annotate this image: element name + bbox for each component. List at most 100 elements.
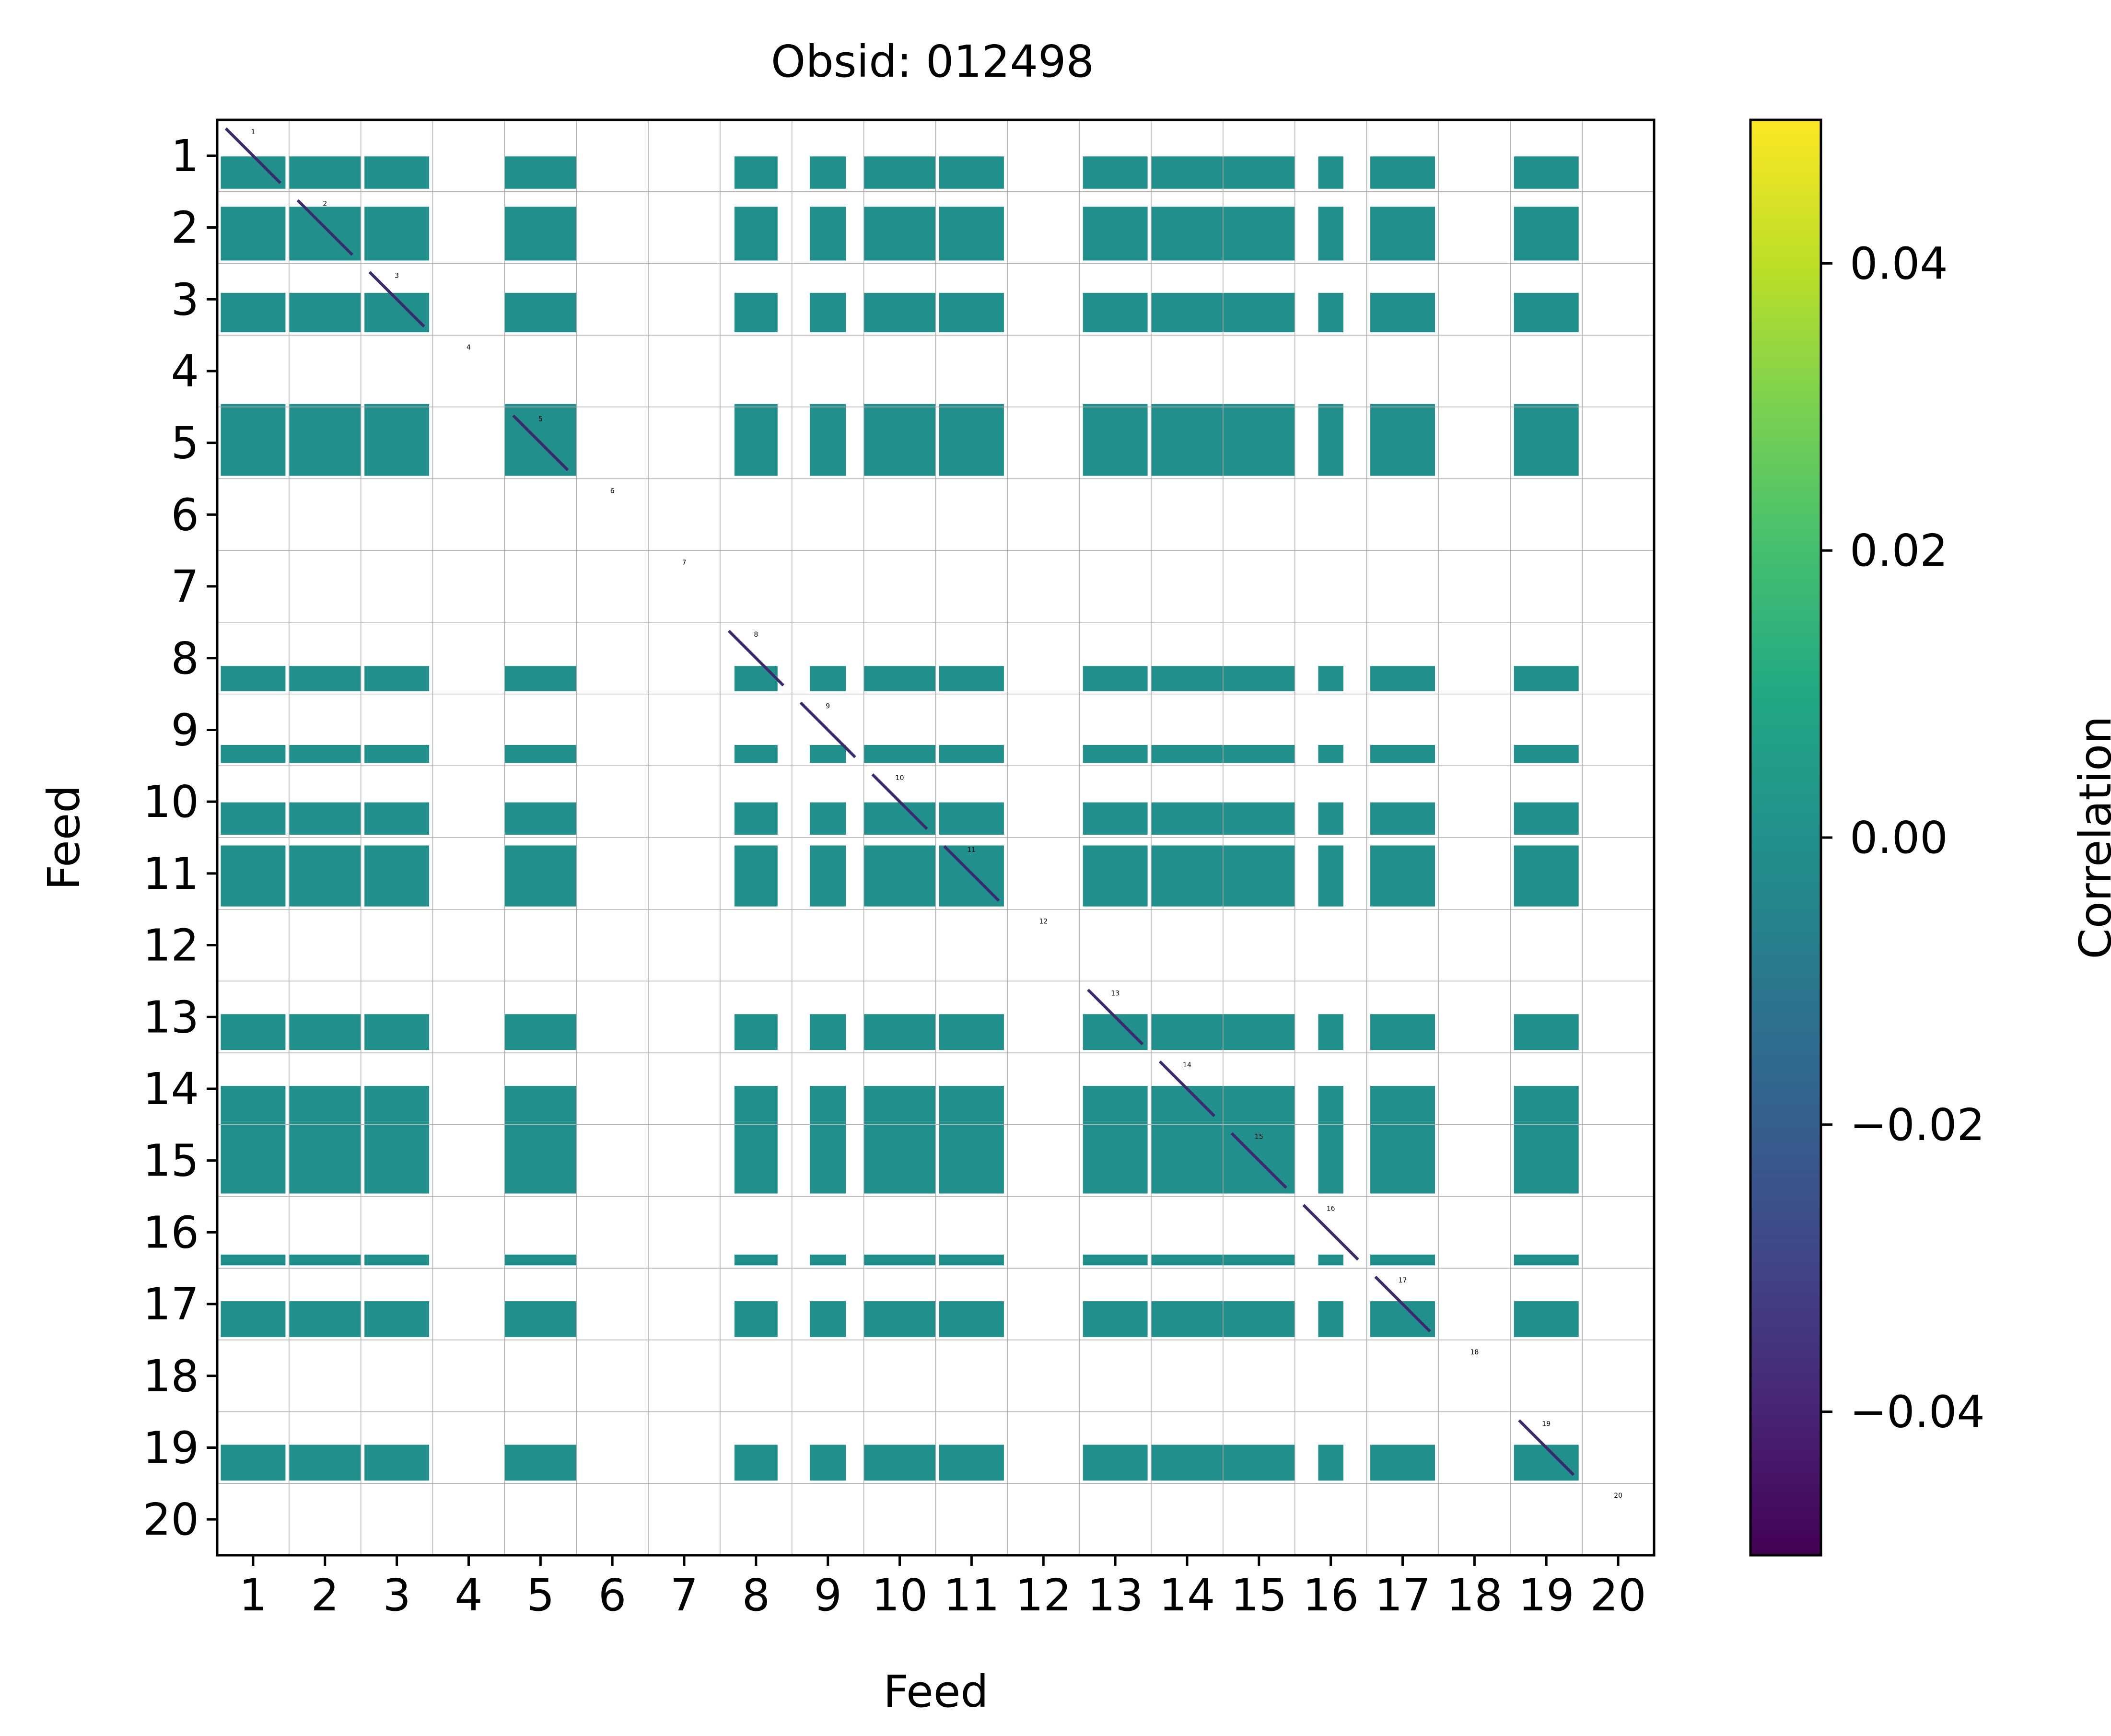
heatmap-block-14-1 (221, 1086, 286, 1122)
x-tick-label: 3 (383, 1570, 411, 1621)
heatmap-block-9-1 (221, 745, 286, 763)
heatmap-block-5-11 (939, 404, 1004, 476)
diagonal-label: 2 (323, 200, 327, 208)
x-tick-label: 6 (598, 1570, 627, 1621)
heatmap-block-3-10 (863, 292, 936, 333)
heatmap-block-3-16 (1318, 292, 1343, 333)
diagonal-streak-14 (1158, 1060, 1216, 1117)
heatmap-block-9-5 (504, 745, 577, 763)
x-tick-label: 9 (814, 1570, 842, 1621)
heatmap-block-2-8 (734, 207, 778, 261)
x-tick-label: 11 (944, 1570, 1000, 1621)
heatmap-block-16-15 (1223, 1254, 1295, 1266)
heatmap-block-16-5 (504, 1254, 577, 1266)
diagonal-streak-19 (1518, 1419, 1575, 1476)
heatmap-block-13-8 (734, 1014, 778, 1050)
diagonal-streak-2 (296, 199, 353, 256)
heatmap-block-11-17 (1370, 845, 1435, 907)
heatmap-grid (217, 120, 1654, 1555)
diagonal-label: 20 (1614, 1492, 1622, 1500)
heatmap-block-11-19 (1514, 845, 1579, 907)
heatmap-block-17-17 (1370, 1301, 1435, 1337)
heatmap-block-9-10 (863, 745, 936, 763)
colorbar-tick-label: −0.04 (1850, 1386, 1985, 1438)
heatmap-block-5-14 (1151, 404, 1223, 476)
heatmap-block-16-8 (734, 1254, 778, 1266)
y-tick-label: 16 (143, 1207, 199, 1258)
y-axis-label: Feed (38, 785, 90, 890)
colorbar-label: Correlation (2070, 716, 2111, 959)
heatmap-block-5-15 (1223, 404, 1295, 476)
heatmap-block-17-3 (364, 1301, 430, 1337)
heatmap-block-16-13 (1083, 1254, 1148, 1266)
heatmap-block-9-13 (1083, 745, 1148, 763)
heatmap-block-14-5 (504, 1086, 577, 1122)
diagonal-label: 6 (610, 487, 615, 495)
heatmap-block-19-9 (810, 1445, 846, 1481)
heatmap-block-10-8 (734, 802, 778, 835)
colorbar-tick-label: 0.02 (1850, 525, 1948, 576)
heatmap-block-19-8 (734, 1445, 778, 1481)
heatmap-block-3-1 (221, 292, 286, 333)
diagonal-streak-5 (512, 414, 569, 471)
heatmap-block-11-15 (1223, 845, 1295, 907)
y-tick-label: 14 (143, 1063, 199, 1115)
diagonal-label: 8 (754, 631, 758, 639)
heatmap-block-14-14 (1151, 1086, 1223, 1122)
heatmap-block-10-14 (1151, 802, 1223, 835)
heatmap-block-1-14 (1151, 156, 1223, 189)
heatmap-block-11-13 (1083, 845, 1148, 907)
diagonal-label: 17 (1399, 1277, 1407, 1284)
heatmap-block-16-19 (1514, 1254, 1579, 1266)
heatmap-block-10-1 (221, 802, 286, 835)
heatmap-block-15-16 (1318, 1121, 1343, 1194)
heatmap-block-14-2 (289, 1086, 361, 1122)
heatmap-block-10-9 (810, 802, 846, 835)
x-tick-label: 19 (1518, 1570, 1575, 1621)
heatmap-block-1-11 (939, 156, 1004, 189)
heatmap-block-1-19 (1514, 156, 1579, 189)
heatmap-block-1-15 (1223, 156, 1295, 189)
heatmap-block-8-3 (364, 666, 430, 691)
heatmap-block-3-17 (1370, 292, 1435, 333)
diagonal-streak-17 (1374, 1276, 1431, 1333)
heatmap-block-1-9 (810, 156, 846, 189)
diagonal-streak-13 (1087, 989, 1144, 1046)
chart-title: Obsid: 012498 (771, 36, 1094, 87)
heatmap-block-3-9 (810, 292, 846, 333)
heatmap-block-14-13 (1083, 1086, 1148, 1122)
heatmap-block-2-11 (939, 207, 1004, 261)
heatmap-block-15-10 (863, 1121, 936, 1194)
colorbar-gradient (1749, 118, 1822, 1557)
heatmap-block-5-16 (1318, 404, 1343, 476)
y-tick-label: 20 (143, 1494, 199, 1545)
heatmap-block-1-1 (221, 156, 286, 189)
heatmap-block-17-19 (1514, 1301, 1579, 1337)
heatmap-block-13-10 (863, 1014, 936, 1050)
diagonal-label: 14 (1183, 1061, 1191, 1069)
heatmap-block-2-19 (1514, 207, 1579, 261)
heatmap-block-16-16 (1318, 1254, 1343, 1266)
heatmap-block-17-11 (939, 1301, 1004, 1337)
heatmap-block-9-9 (810, 745, 846, 763)
heatmap-block-3-8 (734, 292, 778, 333)
x-tick-label: 17 (1375, 1570, 1431, 1621)
heatmap-block-16-10 (863, 1254, 936, 1266)
y-tick-label: 6 (171, 489, 199, 540)
diagonal-label: 11 (968, 846, 976, 854)
heatmap-block-19-19 (1514, 1445, 1579, 1481)
heatmap-block-15-15 (1223, 1121, 1295, 1194)
y-tick-label: 7 (171, 561, 199, 612)
x-tick-label: 1 (239, 1570, 268, 1621)
heatmap-block-3-19 (1514, 292, 1579, 333)
colorbar-ticks: −0.04 −0.02 0.00 0.02 0.04 (1821, 238, 1985, 1438)
heatmap-block-19-3 (364, 1445, 430, 1481)
heatmap-block-3-2 (289, 292, 361, 333)
heatmap-block-17-1 (221, 1301, 286, 1337)
y-tick-label: 12 (143, 920, 199, 971)
heatmap-block-15-14 (1151, 1121, 1223, 1194)
heatmap-block-1-8 (734, 156, 778, 189)
heatmap-block-11-8 (734, 845, 778, 907)
heatmap-block-9-3 (364, 745, 430, 763)
